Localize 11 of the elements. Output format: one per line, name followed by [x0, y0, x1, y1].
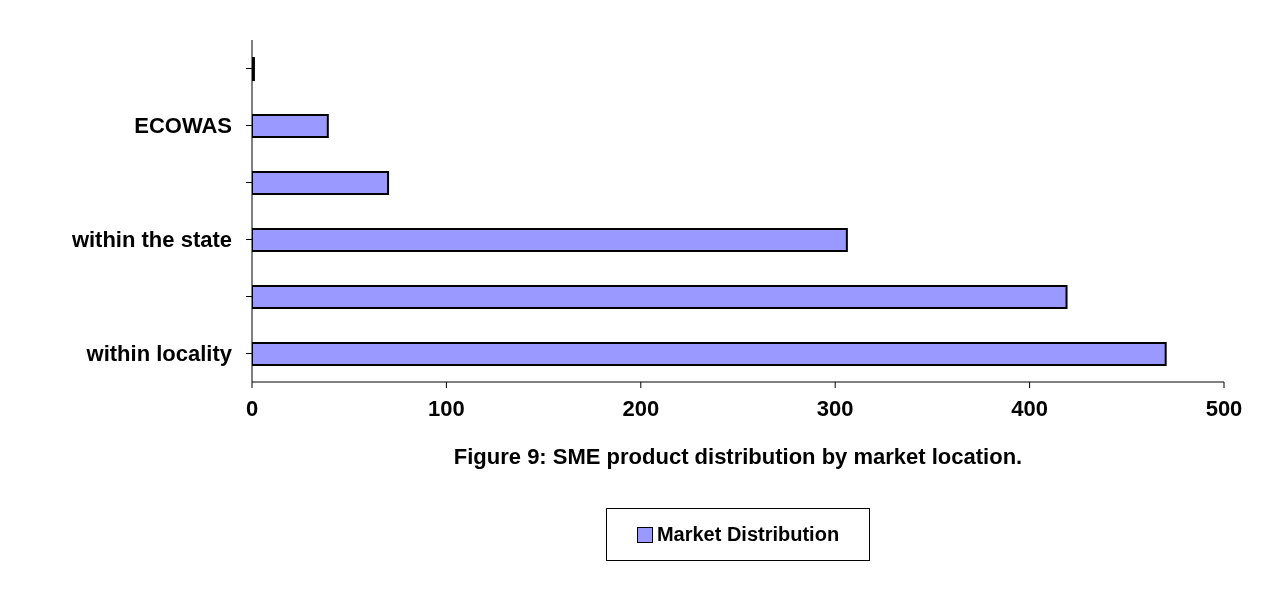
x-tick-label: 200 — [622, 395, 660, 421]
y-tick-label: ECOWAS — [134, 113, 232, 139]
x-tick-label: 0 — [245, 395, 259, 421]
x-tick-label: 100 — [428, 395, 465, 421]
y-tick-label: within locality — [85, 341, 233, 367]
y-tick-label: within the state — [70, 227, 232, 253]
caption: Figure 9: SME product distribution by market location. — [452, 444, 1024, 470]
x-tick-label: 300 — [816, 395, 854, 421]
x-tick-label: 500 — [1205, 395, 1243, 421]
x-tick-label: 400 — [1011, 395, 1048, 421]
legend-label: Market Distribution — [655, 523, 840, 546]
